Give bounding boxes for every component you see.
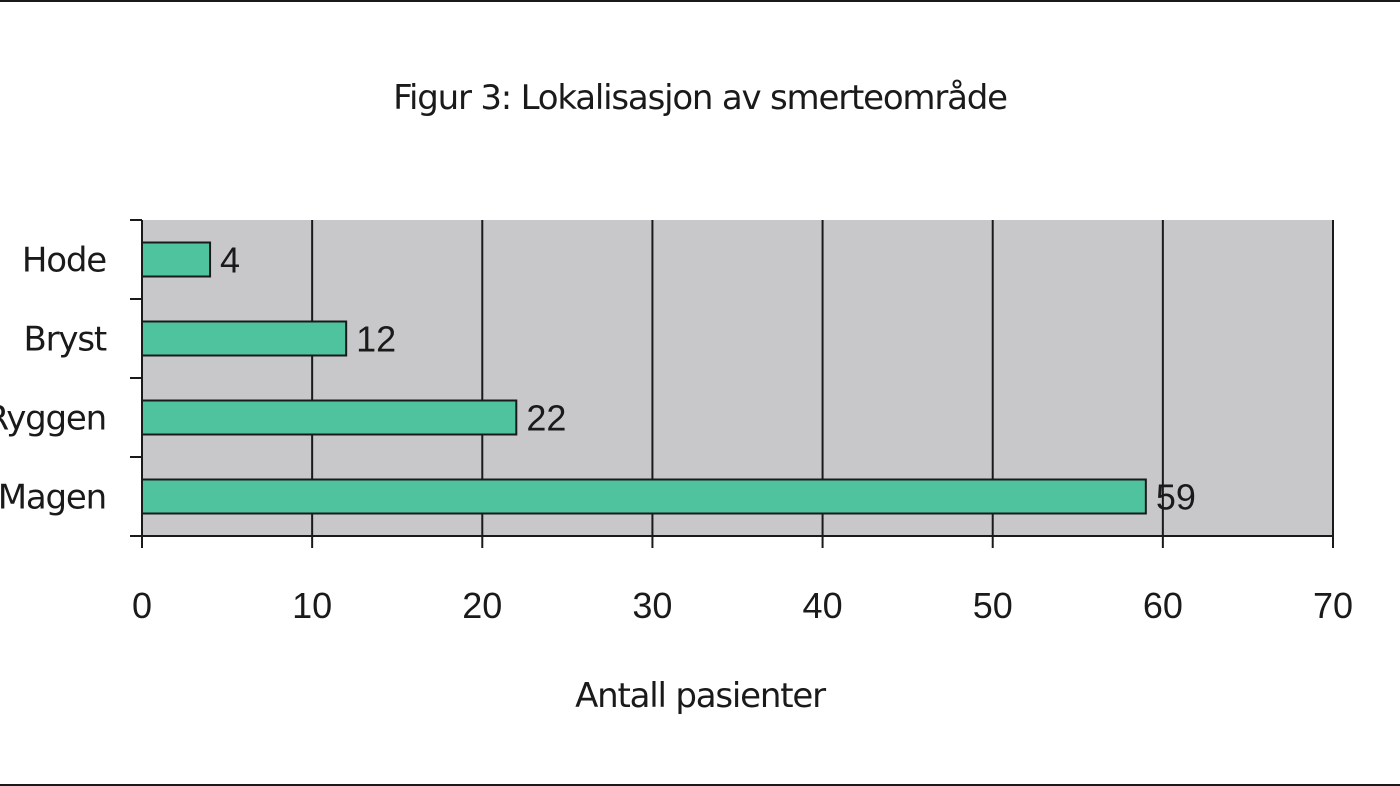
category-label: Hode	[22, 241, 106, 281]
category-label: Magen	[0, 478, 106, 518]
x-tick-label: 60	[1143, 585, 1183, 626]
bars	[141, 241, 1147, 515]
x-tick-label: 0	[132, 585, 152, 626]
x-tick-label: 10	[292, 585, 332, 626]
category-label: Ryggen	[0, 399, 106, 439]
x-tick-label: 70	[1313, 585, 1353, 626]
data-label: 12	[356, 319, 396, 360]
bar-ryggen	[141, 399, 518, 436]
data-label: 4	[220, 240, 240, 281]
x-tick-label: 30	[632, 585, 672, 626]
axes	[130, 219, 1334, 548]
data-label: 59	[1156, 477, 1196, 518]
x-tick-label: 50	[973, 585, 1013, 626]
chart-title: Figur 3: Lokalisasjon av smerteområde	[393, 78, 1008, 118]
bar-bryst	[141, 320, 348, 357]
bar-magen	[141, 478, 1147, 515]
x-tick-label: 40	[803, 585, 843, 626]
labels: 0 10 20 30 40 50 60 70 Hode 4 Bryst 12 Ryggen 22 Magen…	[0, 240, 1353, 627]
category-label: Bryst	[24, 320, 107, 360]
x-tick-label: 20	[462, 585, 502, 626]
x-axis-label: Antall pasienter	[575, 676, 826, 716]
data-label: 22	[526, 398, 566, 439]
bar-hode	[141, 241, 212, 278]
